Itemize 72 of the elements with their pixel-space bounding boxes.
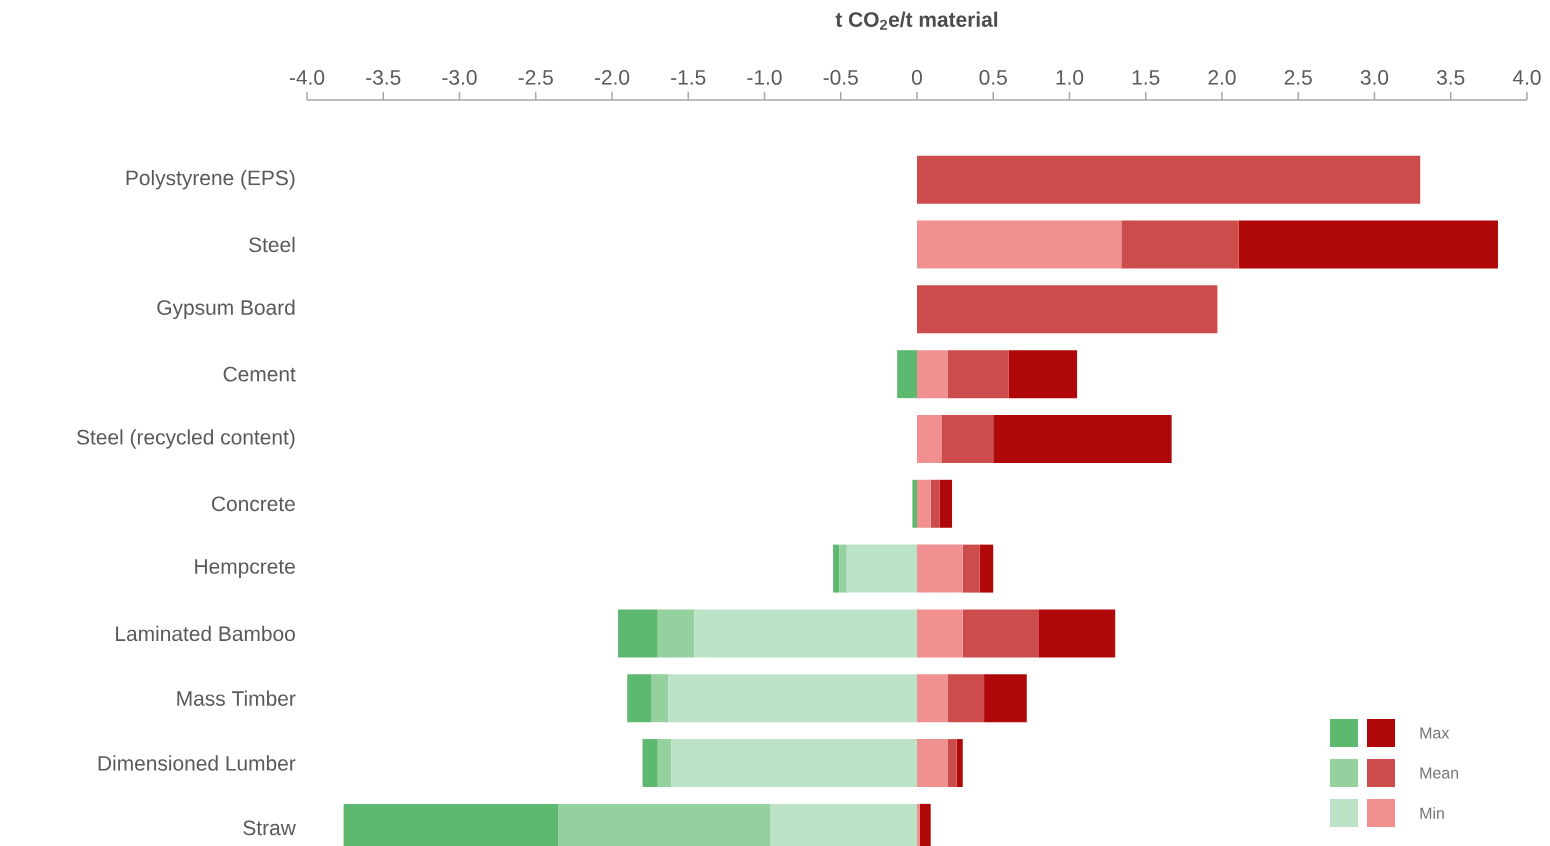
- y-tick-label: Steel: [249, 236, 295, 253]
- y-tick-label: Concrete: [212, 496, 295, 512]
- bar: [941, 414, 994, 463]
- bar: [671, 739, 917, 788]
- bar: [833, 544, 840, 593]
- x-tick-label: -2.0: [594, 70, 630, 85]
- bar: [979, 544, 994, 593]
- x-tick-label: 2.5: [1284, 70, 1312, 85]
- x-tick-label: 0.5: [979, 70, 1007, 85]
- x-tick-label: 2.0: [1208, 70, 1236, 85]
- y-tick-label: Laminated Bamboo: [116, 625, 295, 642]
- bar: [657, 609, 695, 658]
- bar: [668, 674, 917, 723]
- x-tick-label: 3.5: [1436, 70, 1465, 85]
- y-tick-label: Hempcrete: [195, 559, 295, 578]
- bar: [962, 544, 980, 593]
- x-tick-label: 1.0: [1056, 70, 1084, 85]
- x-tick-label: 1.5: [1132, 70, 1160, 85]
- bar: [642, 739, 658, 788]
- y-tick-label: Cement: [223, 366, 296, 382]
- bar: [947, 674, 985, 723]
- x-tick-label: -4.0: [289, 70, 325, 85]
- bar: [916, 285, 1218, 334]
- bar: [846, 544, 917, 593]
- bar: [916, 350, 948, 399]
- bar: [947, 350, 1009, 399]
- x-tick-label: -3.0: [442, 70, 477, 85]
- x-tick-label: -2.5: [518, 70, 553, 85]
- bar: [1238, 220, 1498, 269]
- x-tick-label: -3.5: [366, 70, 401, 85]
- bar: [916, 739, 948, 788]
- bar: [1038, 609, 1116, 658]
- y-tick-label: Mass Timber: [177, 690, 296, 706]
- bar: [916, 155, 1421, 204]
- bar: [916, 479, 931, 528]
- bar: [651, 674, 669, 723]
- bar: [694, 609, 917, 658]
- y-tick-label: Straw: [243, 820, 296, 836]
- x-tick-label: -0.5: [823, 70, 858, 85]
- bar: [993, 414, 1172, 463]
- legend-label: Min: [1420, 807, 1444, 819]
- bar: [618, 609, 658, 658]
- bar: [956, 739, 963, 788]
- x-tick-label: 4.0: [1512, 70, 1541, 85]
- legend-label: Max: [1420, 727, 1450, 739]
- x-tick-label: -1.0: [747, 70, 782, 85]
- y-tick-label: Gypsum Board: [157, 299, 295, 320]
- x-tick-label: 3.0: [1360, 70, 1389, 85]
- bar: [839, 544, 847, 593]
- y-tick-label: Dimensioned Lumber: [98, 755, 296, 771]
- bar: [916, 414, 942, 463]
- bar: [657, 739, 672, 788]
- x-tick-label: -1.5: [671, 70, 706, 85]
- y-tick-label: Polystyrene (EPS): [126, 169, 295, 190]
- y-tick-label: Steel (recycled content): [77, 429, 295, 449]
- bar: [916, 674, 948, 723]
- bar: [916, 609, 963, 658]
- bar: [916, 544, 963, 593]
- x-axis-title: t CO$_{2}$e/t material: [835, 11, 998, 30]
- bar: [939, 479, 953, 528]
- bar: [984, 674, 1027, 723]
- bar: [627, 674, 652, 723]
- bar: [1008, 350, 1078, 399]
- legend-label: Mean: [1420, 767, 1459, 779]
- bar: [897, 350, 917, 399]
- bar: [916, 220, 1122, 269]
- x-tick-label: 0: [911, 70, 922, 85]
- bar: [962, 609, 1039, 658]
- bar: [912, 479, 917, 528]
- bar: [1121, 220, 1239, 269]
- bar: [947, 739, 957, 788]
- bar: [930, 479, 940, 528]
